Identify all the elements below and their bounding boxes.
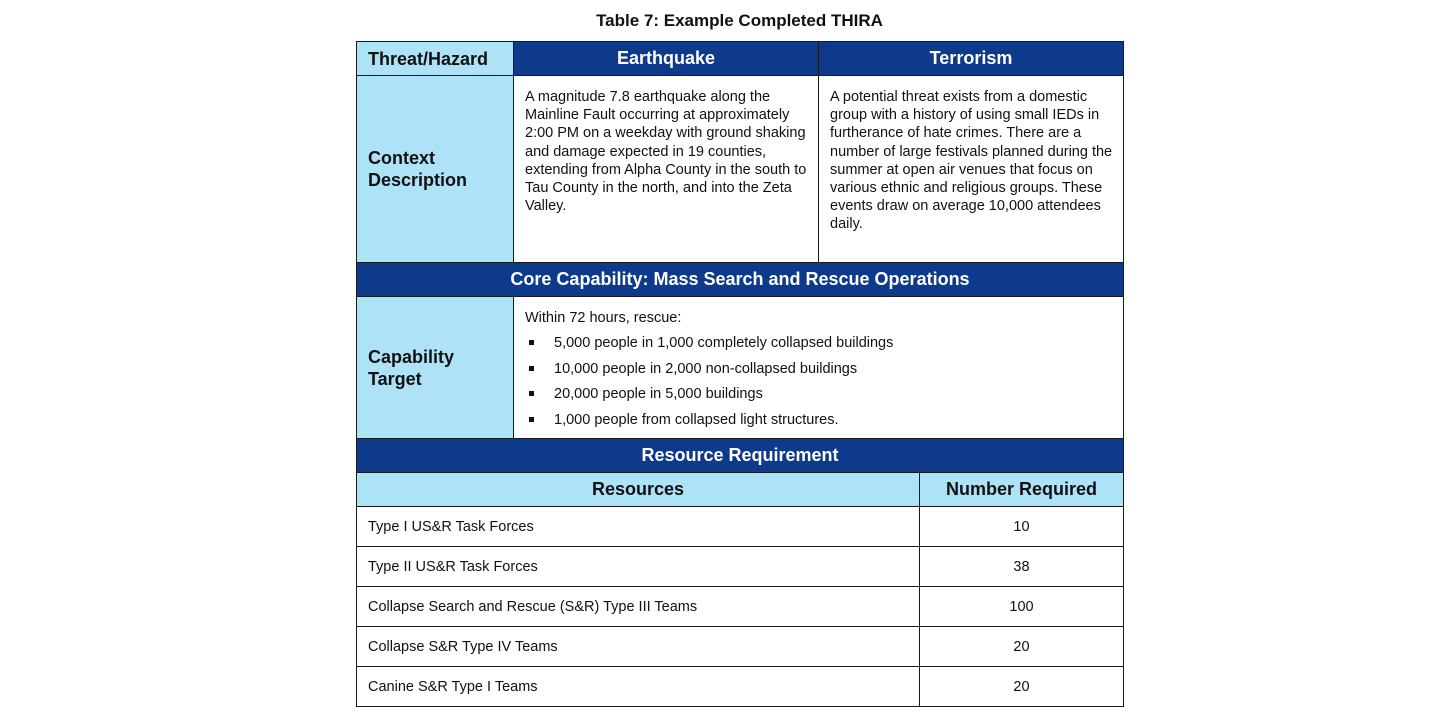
table-row: Type II US&R Task Forces 38 bbox=[356, 546, 1124, 587]
context-description-row: Context Description A magnitude 7.8 eart… bbox=[356, 75, 1124, 263]
capability-target-list: 5,000 people in 1,000 completely collaps… bbox=[525, 334, 1115, 436]
resource-name: Type I US&R Task Forces bbox=[356, 506, 920, 547]
resource-number: 10 bbox=[919, 506, 1124, 547]
context-label-line2: Description bbox=[368, 170, 468, 190]
thira-table: Threat/Hazard Earthquake Terrorism Conte… bbox=[356, 41, 1124, 707]
threat-hazard-label: Threat/Hazard bbox=[356, 41, 514, 76]
earthquake-context-text: A magnitude 7.8 earthquake along the Mai… bbox=[513, 75, 819, 263]
resource-columns-row: Resources Number Required bbox=[356, 472, 1124, 507]
resource-number: 38 bbox=[919, 546, 1124, 587]
capability-target-intro: Within 72 hours, rescue: bbox=[525, 310, 682, 326]
list-item: 10,000 people in 2,000 non-collapsed bui… bbox=[525, 360, 1115, 386]
context-label-line1: Context bbox=[368, 148, 435, 168]
resource-number: 20 bbox=[919, 666, 1124, 707]
capability-target-label: Capability Target bbox=[356, 296, 514, 439]
list-item: 20,000 people in 5,000 buildings bbox=[525, 385, 1115, 411]
capability-target-row: Capability Target Within 72 hours, rescu… bbox=[356, 296, 1124, 439]
hazard-terrorism-header: Terrorism bbox=[818, 41, 1124, 76]
resource-requirement-row: Resource Requirement bbox=[356, 438, 1124, 473]
resource-requirement-banner: Resource Requirement bbox=[356, 438, 1124, 473]
context-description-label: Context Description bbox=[356, 75, 514, 263]
number-required-column-header: Number Required bbox=[919, 472, 1124, 507]
square-bullet-icon bbox=[529, 416, 534, 422]
square-bullet-icon bbox=[529, 391, 534, 396]
list-item-text: 1,000 people from collapsed light struct… bbox=[554, 411, 839, 428]
resource-name: Collapse Search and Rescue (S&R) Type II… bbox=[356, 586, 920, 627]
list-item-text: 10,000 people in 2,000 non-collapsed bui… bbox=[554, 360, 858, 377]
list-item: 1,000 people from collapsed light struct… bbox=[525, 411, 1115, 437]
resource-name: Canine S&R Type I Teams bbox=[356, 666, 920, 707]
resource-name: Type II US&R Task Forces bbox=[356, 546, 920, 587]
table-row: Type I US&R Task Forces 10 bbox=[356, 506, 1124, 547]
table-row: Collapse Search and Rescue (S&R) Type II… bbox=[356, 586, 1124, 627]
table-row: Collapse S&R Type IV Teams 20 bbox=[356, 626, 1124, 667]
square-bullet-icon bbox=[529, 340, 534, 345]
terrorism-context-text: A potential threat exists from a domesti… bbox=[818, 75, 1124, 263]
resource-number: 20 bbox=[919, 626, 1124, 667]
list-item: 5,000 people in 1,000 completely collaps… bbox=[525, 334, 1115, 360]
list-item-text: 20,000 people in 5,000 buildings bbox=[554, 386, 763, 402]
resource-number: 100 bbox=[919, 586, 1124, 627]
square-bullet-icon bbox=[529, 365, 534, 371]
capability-label-line2: Target bbox=[368, 368, 422, 389]
capability-label-line1: Capability bbox=[368, 346, 455, 367]
table-caption: Table 7: Example Completed THIRA bbox=[596, 11, 883, 30]
threat-hazard-row: Threat/Hazard Earthquake Terrorism bbox=[356, 41, 1124, 76]
hazard-earthquake-header: Earthquake bbox=[513, 41, 819, 76]
core-capability-banner: Core Capability: Mass Search and Rescue … bbox=[356, 262, 1124, 297]
capability-target-content: Within 72 hours, rescue: 5,000 people in… bbox=[513, 296, 1124, 439]
resources-column-header: Resources bbox=[356, 472, 920, 507]
core-capability-row: Core Capability: Mass Search and Rescue … bbox=[356, 262, 1124, 297]
list-item-text: 5,000 people in 1,000 completely collaps… bbox=[554, 335, 894, 351]
resource-name: Collapse S&R Type IV Teams bbox=[356, 626, 920, 667]
table-row: Canine S&R Type I Teams 20 bbox=[356, 666, 1124, 707]
